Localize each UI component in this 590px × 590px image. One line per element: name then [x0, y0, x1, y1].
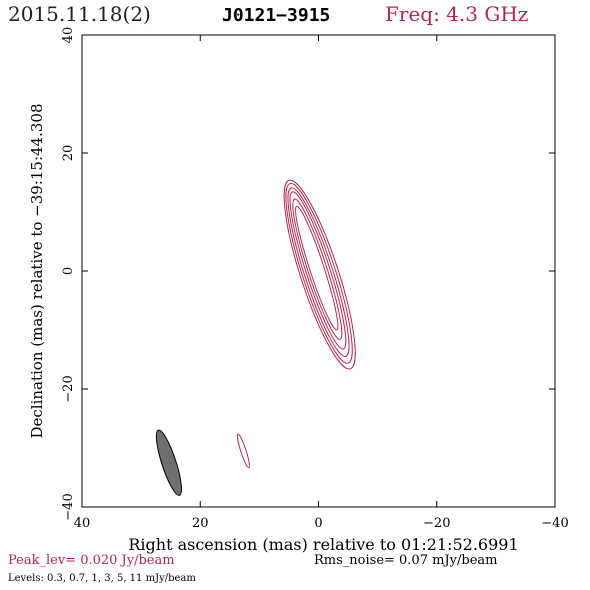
y-tick-label: 0	[61, 267, 76, 275]
x-tick-label: 20	[192, 516, 209, 531]
peak-level: Peak_lev= 0.020 Jy/beam	[8, 553, 175, 568]
x-tick-label: −20	[423, 516, 450, 531]
source-name: J0121−3915	[222, 5, 331, 26]
x-tick-label: −40	[541, 516, 568, 531]
x-tick-label: 40	[74, 516, 91, 531]
y-tick-label: −20	[61, 375, 76, 402]
contour-line	[295, 205, 339, 331]
beam-ellipse	[155, 429, 182, 496]
contour-line	[289, 191, 347, 350]
x-tick-label: 0	[314, 516, 322, 531]
contour-line	[292, 198, 343, 340]
frequency-label: Freq: 4.3 GHz	[385, 2, 529, 26]
contour-levels: Levels: 0.3, 0.7, 1, 3, 5, 11 mJy/beam	[8, 573, 196, 584]
plot-frame	[81, 34, 556, 508]
y-tick-label: 20	[61, 145, 76, 162]
contour-line	[287, 187, 350, 357]
y-tick-label: 40	[61, 27, 76, 44]
y-axis-label: Declination (mas) relative to −39:15:44.…	[28, 103, 46, 438]
contour-line	[285, 182, 353, 364]
observation-date: 2015.11.18(2)	[8, 2, 151, 26]
contour-line	[283, 179, 356, 370]
contour-line	[236, 433, 250, 469]
rms-noise: Rms_noise= 0.07 mJy/beam	[314, 553, 498, 568]
y-tick-label: −40	[61, 493, 76, 520]
x-axis-label: Right ascension (mas) relative to 01:21:…	[128, 535, 518, 554]
